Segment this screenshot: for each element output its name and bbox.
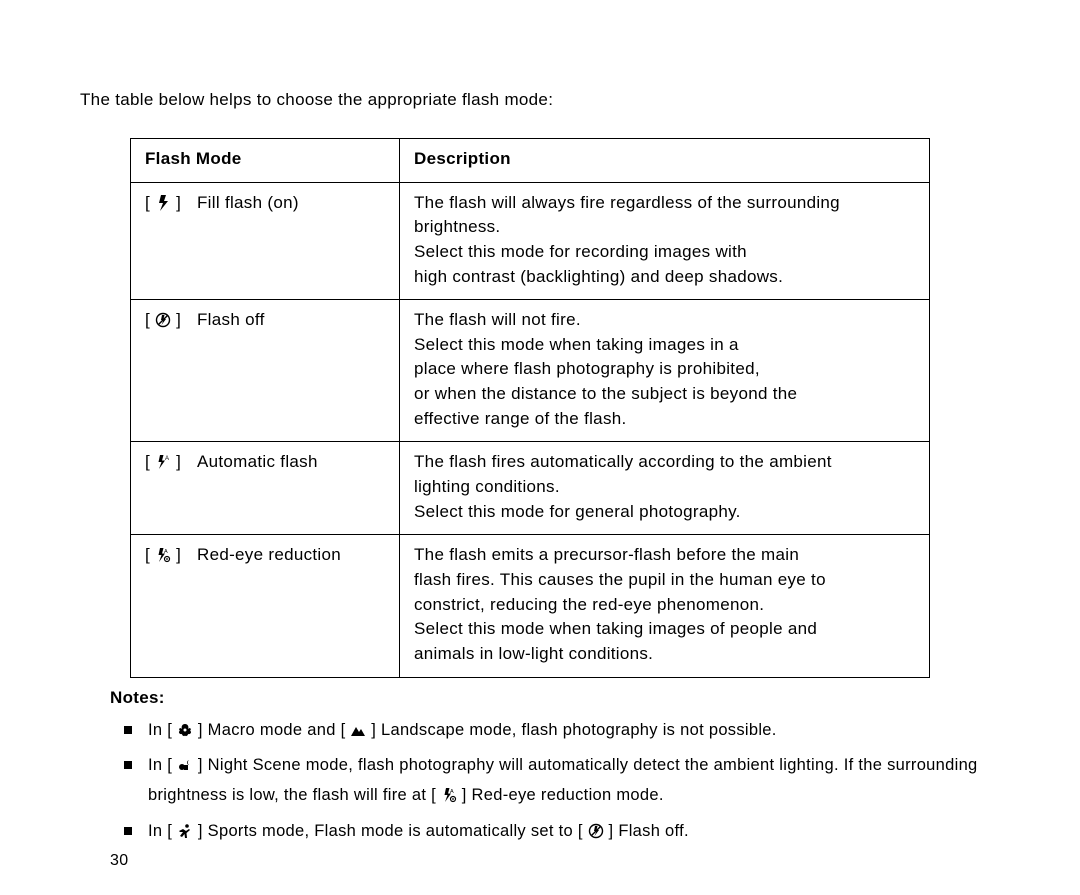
mode-label: Automatic flash: [197, 450, 318, 475]
header-flash-mode: Flash Mode: [131, 139, 400, 183]
mode-cell: [ A ]Red-eye reduction: [131, 535, 400, 677]
description-cell: The flash fires automatically according …: [400, 442, 930, 535]
svg-text:A: A: [164, 549, 168, 555]
landscape-icon: [350, 719, 366, 735]
table-row: [ A ]Automatic flashThe flash fires auto…: [131, 442, 930, 535]
sports-icon: [177, 820, 193, 836]
note-item: In [ ] Sports mode, Flash mode is automa…: [120, 817, 1000, 847]
mode-cell: [ A ]Automatic flash: [131, 442, 400, 535]
note-item: In [ ] Night Scene mode, flash photograp…: [120, 751, 1000, 810]
header-description: Description: [400, 139, 930, 183]
description-cell: The flash will always fire regardless of…: [400, 182, 930, 300]
svg-text:A: A: [165, 456, 169, 462]
flash-mode-table: Flash Mode Description [ ]Fill flash (on…: [130, 138, 930, 678]
notes-list: In [ ] Macro mode and [ ] Landscape mode…: [120, 716, 1000, 847]
description-cell: The flash emits a precursor-flash before…: [400, 535, 930, 677]
mode-cell: [ ]Fill flash (on): [131, 182, 400, 300]
intro-text: The table below helps to choose the appr…: [80, 90, 1000, 110]
mode-label: Fill flash (on): [197, 191, 299, 216]
night-scene-icon: [177, 754, 193, 770]
table-row: [ A ]Red-eye reductionThe flash emits a …: [131, 535, 930, 677]
note-item: In [ ] Macro mode and [ ] Landscape mode…: [120, 716, 1000, 746]
notes-heading: Notes:: [110, 688, 1000, 708]
macro-icon: [177, 719, 193, 735]
mode-label: Flash off: [197, 308, 265, 333]
flash-auto-icon: A: [155, 453, 171, 469]
table-row: [ ]Flash offThe flash will not fire.Sele…: [131, 300, 930, 442]
svg-text:A: A: [450, 789, 454, 795]
description-cell: The flash will not fire.Select this mode…: [400, 300, 930, 442]
flash-on-icon: [155, 194, 171, 210]
mode-cell: [ ]Flash off: [131, 300, 400, 442]
table-row: [ ]Fill flash (on)The flash will always …: [131, 182, 930, 300]
flash-redeye-icon: A: [441, 784, 457, 800]
flash-redeye-icon: A: [155, 546, 171, 562]
flash-off-icon: [588, 820, 604, 836]
page-number: 30: [110, 852, 1000, 870]
flash-off-icon: [155, 311, 171, 327]
mode-label: Red-eye reduction: [197, 543, 341, 568]
